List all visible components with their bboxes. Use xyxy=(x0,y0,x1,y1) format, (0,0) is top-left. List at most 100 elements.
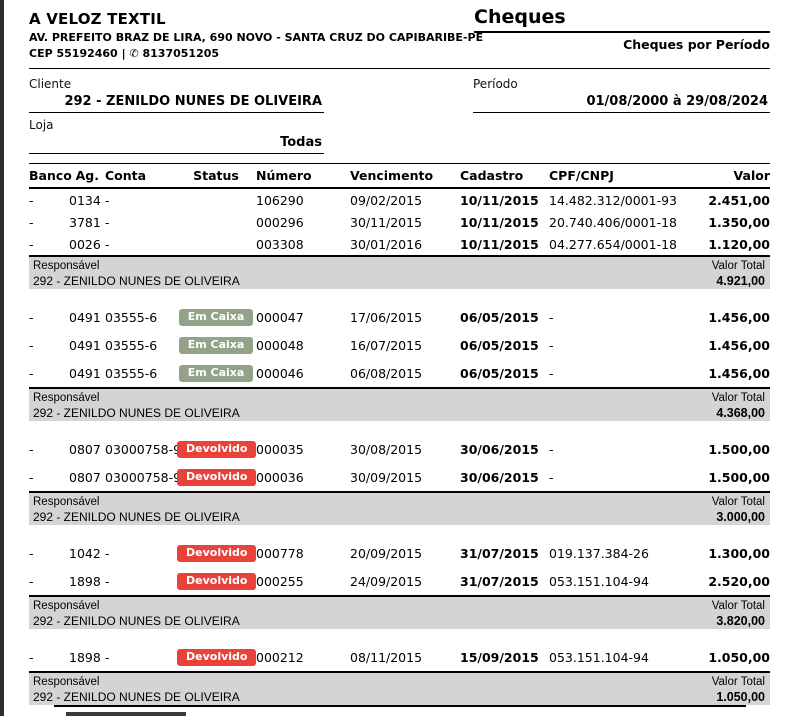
column-header-cpf-cnpj: CPF/CNPJ xyxy=(549,168,614,183)
responsavel-name: 292 - ZENILDO NUNES DE OLIVEIRA xyxy=(33,690,240,704)
valor-total-value: 4.368,00 xyxy=(716,406,765,420)
cell-cpf-cnpj: - xyxy=(549,309,554,325)
cell-cadastro: 31/07/2015 xyxy=(460,545,539,561)
responsavel-name: 292 - ZENILDO NUNES DE OLIVEIRA xyxy=(33,406,240,420)
responsavel-name: 292 - ZENILDO NUNES DE OLIVEIRA xyxy=(33,274,240,288)
cell-status: Em Caixa xyxy=(177,336,255,354)
table-row: -0134-106290 09/02/2015 10/11/2015 14.482.3… xyxy=(29,189,770,211)
cell-banco: - xyxy=(29,192,34,208)
phone-icon: ✆ xyxy=(129,47,139,60)
column-header-ag: Ag. xyxy=(75,168,99,183)
cell-cadastro: 06/05/2015 xyxy=(460,309,539,325)
cell-conta: 03555-6 xyxy=(105,309,158,325)
cell-status: Devolvido xyxy=(177,440,257,458)
cell-valor: 1.456,00 xyxy=(708,365,770,381)
cell-numero: 000047 xyxy=(256,309,304,325)
company-name: A VELOZ TEXTIL xyxy=(29,10,166,28)
summary-right: Valor Total 4.368,00 xyxy=(712,391,765,420)
valor-total-label: Valor Total xyxy=(711,600,765,612)
cell-numero: 000048 xyxy=(256,337,304,353)
bottom-divider xyxy=(54,705,746,707)
cell-conta: - xyxy=(105,214,110,230)
company-phone: 8137051205 xyxy=(142,47,220,60)
company-cep: CEP 55192460 xyxy=(29,47,118,60)
cell-status: Devolvido xyxy=(177,468,257,486)
cell-status: Devolvido xyxy=(177,544,257,562)
cliente-value: 292 - ZENILDO NUNES DE OLIVEIRA xyxy=(29,91,324,113)
table-body: -0134-106290 09/02/2015 10/11/2015 14.482.3… xyxy=(29,189,770,705)
cell-ag: 0134 xyxy=(69,192,101,208)
status-badge: Em Caixa xyxy=(178,337,254,354)
group-summary: Responsável 292 - ZENILDO NUNES DE OLIVEI… xyxy=(29,387,770,421)
cell-valor: 1.050,00 xyxy=(708,649,770,665)
cell-conta: - xyxy=(105,573,110,589)
cell-ag: 0491 xyxy=(69,337,101,353)
column-header-banco: Banco xyxy=(29,168,72,183)
cell-ag: 0491 xyxy=(69,365,101,381)
cell-cadastro: 06/05/2015 xyxy=(460,337,539,353)
cell-cpf-cnpj: 053.151.104-94 xyxy=(549,573,649,589)
responsavel-label: Responsável xyxy=(33,496,100,508)
responsavel-label: Responsável xyxy=(33,676,100,688)
company-contact-line: CEP 55192460 | ✆ 8137051205 xyxy=(29,47,770,60)
responsavel-name: 292 - ZENILDO NUNES DE OLIVEIRA xyxy=(33,510,240,524)
cell-numero: 000255 xyxy=(256,573,304,589)
summary-right: Valor Total 3.000,00 xyxy=(712,495,765,524)
cell-conta: - xyxy=(105,649,110,665)
cell-banco: - xyxy=(29,236,34,252)
cell-valor: 2.451,00 xyxy=(708,192,770,208)
cell-conta: - xyxy=(105,545,110,561)
cell-valor: 1.456,00 xyxy=(708,337,770,353)
group-summary: Responsável 292 - ZENILDO NUNES DE OLIVEI… xyxy=(29,671,770,705)
cell-banco: - xyxy=(29,573,34,589)
cell-cpf-cnpj: 019.137.384-26 xyxy=(549,545,649,561)
cell-valor: 1.120,00 xyxy=(708,236,770,252)
cell-numero: 003308 xyxy=(256,236,304,252)
report-subtitle: Cheques por Período xyxy=(623,37,770,52)
table-row: -1042- Devolvido 000778 20/09/2015 31/07/201… xyxy=(29,539,770,567)
summary-left: Responsável 292 - ZENILDO NUNES DE OLIVEI… xyxy=(33,599,240,628)
column-header-cadastro: Cadastro xyxy=(460,168,524,183)
cell-banco: - xyxy=(29,649,34,665)
summary-left: Responsável 292 - ZENILDO NUNES DE OLIVEI… xyxy=(33,495,240,524)
filter-loja: Loja Todas xyxy=(29,118,324,154)
responsavel-label: Responsável xyxy=(33,392,100,404)
cell-numero: 000212 xyxy=(256,649,304,665)
cheque-group: -0134-106290 09/02/2015 10/11/2015 14.482.3… xyxy=(29,189,770,289)
cell-conta: 03555-6 xyxy=(105,337,158,353)
separator: | xyxy=(121,47,126,60)
cell-valor: 1.500,00 xyxy=(708,441,770,457)
valor-total-label: Valor Total xyxy=(711,260,765,272)
cell-vencimento: 08/11/2015 xyxy=(350,649,423,665)
cell-valor: 2.520,00 xyxy=(708,573,770,589)
cell-vencimento: 30/01/2016 xyxy=(350,236,423,252)
cell-conta: 03000758-9 xyxy=(105,469,182,485)
cell-vencimento: 24/09/2015 xyxy=(350,573,423,589)
cell-vencimento: 20/09/2015 xyxy=(350,545,423,561)
cell-cadastro: 06/05/2015 xyxy=(460,365,539,381)
cell-banco: - xyxy=(29,469,34,485)
cell-cadastro: 30/06/2015 xyxy=(460,469,539,485)
filter-cliente: Cliente 292 - ZENILDO NUNES DE OLIVEIRA xyxy=(29,77,324,113)
cheque-group: -1898- Devolvido 000212 08/11/2015 15/09/201… xyxy=(29,643,770,705)
cheque-group: -0807 03000758-9 Devolvido 000035 30/08/2015… xyxy=(29,435,770,525)
table-row: -3781-000296 30/11/2015 10/11/2015 20.740.4… xyxy=(29,211,770,233)
cell-cadastro: 15/09/2015 xyxy=(460,649,539,665)
table-row: - 0491 03555-6 Em Caixa 000047 17/06/2015 06/0… xyxy=(29,303,770,331)
cell-cadastro: 10/11/2015 xyxy=(460,214,539,230)
cell-status: Em Caixa xyxy=(177,364,255,382)
cell-status: Devolvido xyxy=(177,572,257,590)
status-badge: Devolvido xyxy=(177,649,257,666)
status-badge: Em Caixa xyxy=(178,309,254,326)
cell-cpf-cnpj: - xyxy=(549,365,554,381)
periodo-label: Período xyxy=(473,77,518,91)
cell-banco: - xyxy=(29,214,34,230)
company-address: AV. PREFEITO BRAZ DE LIRA, 690 NOVO - SA… xyxy=(29,31,484,44)
responsavel-name: 292 - ZENILDO NUNES DE OLIVEIRA xyxy=(33,614,240,628)
cell-cadastro: 10/11/2015 xyxy=(460,192,539,208)
cell-valor: 1.300,00 xyxy=(708,545,770,561)
column-header-numero: Número xyxy=(256,168,312,183)
valor-total-value: 3.000,00 xyxy=(716,510,765,524)
report-header: A VELOZ TEXTIL AV. PREFEITO BRAZ DE LIRA… xyxy=(4,0,794,60)
